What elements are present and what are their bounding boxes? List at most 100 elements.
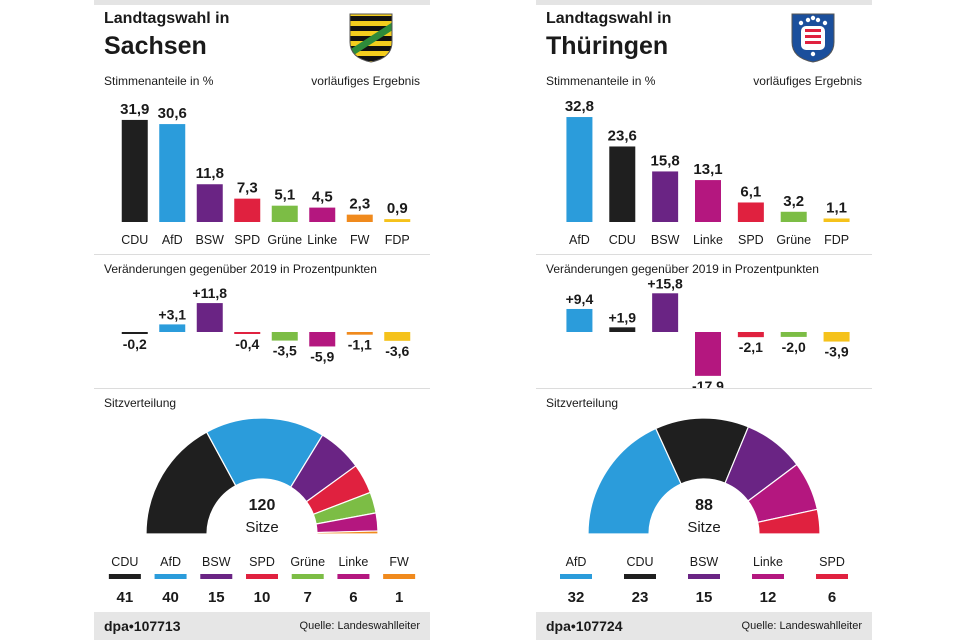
bar-value-cdu: 31,9: [120, 101, 149, 118]
bar-category-spd: SPD: [234, 233, 260, 247]
change-chart: +9,4 +1,9 +15,8 -17,9 -2,1 -2,0 -3,9: [566, 278, 850, 388]
change-value-fw: -1,1: [348, 337, 372, 353]
bar-gruene: [271, 205, 298, 222]
bar-gruene: [780, 211, 807, 222]
seat-count-spd: 10: [254, 589, 271, 606]
bar-category-linke: Linke: [307, 233, 337, 247]
seat-legend-swatch-cdu: [108, 574, 141, 579]
change-bar-linke: [695, 332, 721, 376]
seat-count-cdu: 23: [632, 589, 649, 606]
dpa-credit: dpa•107713: [104, 618, 181, 634]
footer: dpa•107713 Quelle: Landeswahlleiter: [94, 612, 430, 640]
change-value-fdp: -3,9: [825, 344, 849, 360]
change-value-bsw: +11,8: [192, 285, 227, 301]
top-bar: [536, 0, 872, 5]
change-bar-afd: [159, 324, 186, 332]
bar-afd: [159, 124, 186, 222]
seat-legend-name-spd: SPD: [249, 555, 275, 569]
title-state: Thüringen: [546, 32, 669, 60]
seat-count-afd: 40: [162, 589, 179, 606]
change-value-spd: -2,1: [739, 339, 763, 355]
change-value-gruene: -2,0: [782, 339, 806, 355]
change-bar-spd: [234, 332, 261, 334]
bar-category-gruene: Grüne: [776, 233, 811, 247]
seat-legend-name-afd: AfD: [160, 555, 181, 569]
vote-share-chart: 31,9 CDU 30,6 AfD 11,8 BSW 7,3 SPD 5,1 Grüne 4,5 Li…: [120, 101, 411, 247]
change-chart: -0,2 +3,1 +11,8 -0,4 -3,5 -5,9 -1,1 -3,6: [121, 285, 411, 364]
top-bar: [94, 0, 430, 5]
bar-category-spd: SPD: [738, 233, 764, 247]
panel-sachsen: Landtagswahl in Sachsen Stimmenanteile i…: [94, 0, 430, 640]
divider: [536, 254, 872, 255]
seat-legend-swatch-spd: [816, 574, 848, 579]
source-text: Quelle: Landeswahlleiter: [741, 620, 862, 632]
seat-legend-swatch-linke: [337, 574, 370, 579]
bar-value-spd: 6,1: [740, 183, 761, 200]
divider: [94, 254, 430, 255]
vote-share-chart: 32,8 AfD 23,6 CDU 15,8 BSW 13,1 Linke 6,1 SPD 3,2 G…: [565, 98, 850, 247]
seat-legend-name-linke: Linke: [338, 555, 368, 569]
seat-count-fw: 1: [395, 589, 403, 606]
seat-legend-name-bsw: BSW: [202, 555, 231, 569]
change-bar-bsw: [196, 303, 223, 332]
seat-count-bsw: 15: [208, 589, 225, 606]
bar-value-linke: 4,5: [312, 189, 333, 206]
seat-segment-spd: [757, 508, 821, 535]
seat-legend-name-bsw: BSW: [690, 555, 719, 569]
bar-category-bsw: BSW: [196, 233, 225, 247]
title-state: Sachsen: [104, 32, 207, 60]
title-small: Landtagswahl in: [104, 10, 230, 27]
seat-count-linke: 6: [349, 589, 357, 606]
bar-category-afd: AfD: [569, 233, 590, 247]
seat-legend-name-linke: Linke: [753, 555, 783, 569]
seat-legend-name-fw: FW: [389, 555, 409, 569]
bar-linke: [695, 180, 721, 222]
bar-value-afd: 30,6: [158, 105, 187, 122]
footer: dpa•107724 Quelle: Landeswahlleiter: [536, 612, 872, 640]
bar-linke: [309, 207, 336, 222]
change-value-cdu: -0,2: [123, 336, 147, 352]
bar-fdp: [823, 218, 850, 222]
saxony-coat-of-arms-icon: [348, 12, 394, 69]
change-value-linke: -5,9: [310, 348, 334, 364]
seat-distribution-chart: 88 Sitze AfD 32 CDU 23 BSW 15 Linke 12 SPD 6: [560, 417, 848, 606]
seat-legend-name-afd: AfD: [566, 555, 587, 569]
bar-value-fw: 2,3: [349, 196, 370, 213]
bar-category-fdp: FDP: [385, 233, 410, 247]
change-bar-gruene: [780, 332, 807, 337]
bar-category-bsw: BSW: [651, 233, 680, 247]
change-value-bsw: +15,8: [647, 278, 683, 291]
seat-legend-name-spd: SPD: [819, 555, 845, 569]
seat-legend-swatch-bsw: [688, 574, 720, 579]
change-value-afd: +3,1: [158, 306, 186, 322]
change-label: Veränderungen gegenüber 2019 in Prozentp…: [546, 262, 819, 276]
change-bar-fdp: [384, 332, 411, 341]
change-label: Veränderungen gegenüber 2019 in Prozentp…: [104, 262, 377, 276]
change-bar-bsw: [652, 293, 679, 332]
seat-legend-swatch-cdu: [624, 574, 656, 579]
change-bar-spd: [737, 332, 764, 338]
bar-value-afd: 32,8: [565, 98, 594, 115]
bar-value-bsw: 11,8: [196, 165, 224, 182]
bar-category-gruene: Grüne: [267, 233, 302, 247]
total-seats-number: 120: [249, 497, 276, 514]
bar-value-bsw: 15,8: [651, 152, 680, 169]
seat-count-cdu: 41: [117, 589, 134, 606]
bar-fw: [346, 214, 373, 222]
bar-category-cdu: CDU: [609, 233, 636, 247]
vote-share-label: Stimmenanteile in %: [546, 74, 656, 88]
bar-afd: [566, 117, 593, 222]
divider: [94, 388, 430, 389]
seat-legend-name-gruene: Grüne: [290, 555, 325, 569]
preliminary-label: vorläufiges Ergebnis: [311, 74, 420, 88]
seat-legend-swatch-linke: [752, 574, 784, 579]
seat-count-spd: 6: [828, 589, 836, 606]
change-bar-fw: [346, 332, 373, 335]
bar-category-fdp: FDP: [824, 233, 849, 247]
bar-category-fw: FW: [350, 233, 370, 247]
bar-value-spd: 7,3: [237, 180, 258, 197]
bar-value-gruene: 3,2: [783, 193, 804, 210]
thuringia-coat-of-arms-icon: [790, 12, 836, 69]
bar-value-cdu: 23,6: [608, 127, 637, 144]
total-seats-label: Sitze: [687, 519, 720, 536]
